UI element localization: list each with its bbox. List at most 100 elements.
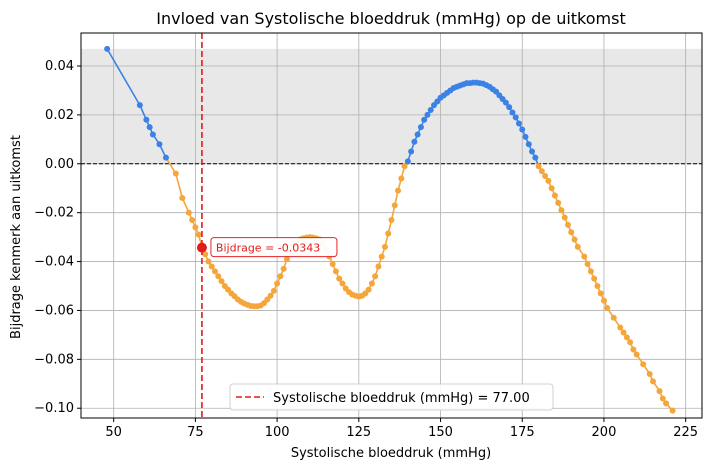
y-axis-label: Bijdrage kenmerk aan uitkomst [9,135,24,339]
series-segment [106,48,141,106]
x-tick-label: 225 [673,425,698,440]
data-point [368,280,375,287]
data-point [391,202,398,209]
data-point [408,148,415,155]
data-point [195,231,202,238]
data-point [185,209,192,216]
data-point [104,45,111,52]
annotation-label: Bijdrage = -0.0343 [216,242,320,255]
data-point [146,124,153,131]
y-tick-label: −0.08 [34,352,74,367]
data-point [558,207,565,214]
positive-region-shade [81,48,702,164]
data-point [378,253,385,260]
plot-area: Bijdrage = -0.0343 50 75 100 125 150 175 200 225… [34,32,703,440]
data-point [627,339,634,346]
data-point [189,217,196,223]
data-point [548,185,555,192]
data-point [646,371,653,377]
data-point [574,243,581,250]
legend-label: Systolische bloeddruk (mmHg) = 77.00 [273,391,530,406]
data-point [571,236,578,243]
data-point [388,217,395,223]
data-point [404,158,411,165]
data-point [535,163,542,170]
data-point [519,126,526,133]
data-point [421,116,428,123]
data-point [192,224,199,231]
data-point [594,283,601,289]
data-point [509,109,516,116]
data-point [208,263,215,270]
data-point [633,351,640,358]
data-point [623,334,630,341]
chart-title: Invloed van Systolische bloeddruk (mmHg)… [156,9,625,28]
data-point [277,273,284,280]
data-point [564,221,571,228]
data-point [538,168,545,175]
data-point [365,286,372,293]
data-point [669,407,676,414]
data-point [512,114,519,121]
data-point [587,268,594,275]
data-point [630,346,637,353]
data-point [162,154,169,161]
data-point [179,195,186,201]
data-point [212,268,219,275]
data-point [339,280,346,287]
x-tick-label: 75 [187,425,204,440]
x-tick-label: 100 [265,425,290,440]
data-point [136,102,143,109]
data-point [375,263,382,270]
x-axis-label: Systolische bloeddruk (mmHg) [291,446,491,461]
data-point [424,111,431,118]
data-point [411,138,418,145]
legend-box [229,383,554,411]
data-point [395,187,402,194]
data-point [267,292,274,299]
data-point [172,170,179,177]
data-point [372,273,379,280]
data-point [280,265,287,272]
data-point [532,154,539,161]
data-point [332,268,339,275]
data-point [620,329,627,336]
data-point [427,107,434,113]
data-point [506,104,513,111]
data-point [568,229,575,236]
data-point [283,256,290,263]
y-tick-label: 0.04 [45,59,74,74]
data-point [659,395,666,402]
x-tick-label: 125 [346,425,371,440]
x-tick-label: 200 [592,425,617,440]
data-point [555,199,562,206]
y-tick-label: 0.00 [45,157,74,172]
marked-value-point [196,242,207,253]
x-tick-label: 175 [510,425,535,440]
data-point [525,141,532,148]
x-tick-label: 50 [105,425,122,440]
data-point [604,305,611,311]
data-point [202,251,209,258]
data-point [502,99,509,106]
data-point [417,124,424,131]
data-point [336,275,343,282]
data-point [381,243,388,250]
data-point [649,378,656,385]
data-point [218,278,225,285]
data-point [640,361,647,368]
y-tick-label: −0.04 [34,255,74,270]
data-point [414,131,421,138]
data-point [398,175,405,182]
data-point [617,324,624,331]
data-point [143,116,150,123]
x-tick-label: 150 [428,425,453,440]
data-point [270,287,277,294]
y-tick-label: −0.02 [34,206,74,221]
data-point [215,273,222,280]
data-point [156,141,163,148]
data-point [385,230,392,237]
data-point [551,192,558,199]
data-point [329,261,336,267]
